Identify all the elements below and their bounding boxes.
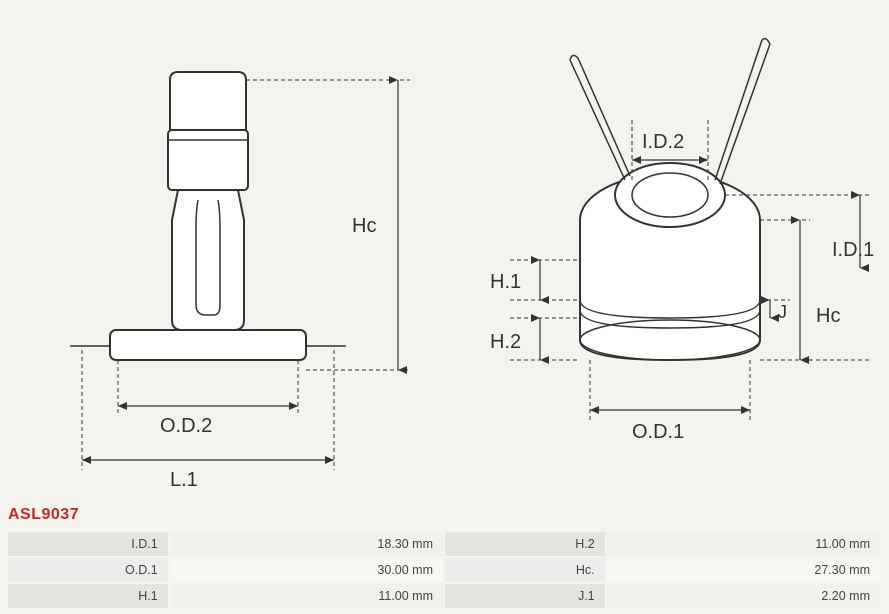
diagram-area: Hc O.D.2 L.1	[0, 0, 889, 500]
table-row: O.D.1 30.00 mm Hc. 27.30 mm	[8, 558, 880, 582]
left-view: Hc O.D.2 L.1	[70, 72, 410, 491]
label-od2: O.D.2	[160, 415, 212, 437]
label-id2: I.D.2	[642, 131, 684, 153]
spec-label: I.D.1	[8, 532, 168, 556]
spec-label: Hc.	[445, 558, 605, 582]
label-hc-left: Hc	[352, 215, 376, 237]
spec-value: 2.20 mm	[607, 584, 880, 608]
label-h1: H.1	[490, 271, 521, 293]
technical-drawing-svg: Hc O.D.2 L.1	[0, 0, 889, 500]
table-row: I.D.1 18.30 mm H.2 11.00 mm	[8, 532, 880, 556]
label-l1: L.1	[170, 469, 198, 491]
spec-value: 27.30 mm	[607, 558, 880, 582]
spec-table: I.D.1 18.30 mm H.2 11.00 mm O.D.1 30.00 …	[6, 530, 882, 610]
spec-value: 11.00 mm	[170, 584, 443, 608]
label-hc-right: Hc	[816, 305, 840, 327]
spec-value: 18.30 mm	[170, 532, 443, 556]
part-number: ASL9037	[8, 506, 79, 524]
label-j: J	[778, 302, 787, 322]
label-h2: H.2	[490, 331, 521, 353]
spec-label: O.D.1	[8, 558, 168, 582]
spec-label: H.1	[8, 584, 168, 608]
spec-label: H.2	[445, 532, 605, 556]
label-id1: I.D.1	[832, 239, 874, 261]
spec-value: 30.00 mm	[170, 558, 443, 582]
label-od1: O.D.1	[632, 421, 684, 443]
spec-label: J.1	[445, 584, 605, 608]
right-view: I.D.2 I.D.1 Hc J H.1 H.2	[490, 39, 874, 443]
table-row: H.1 11.00 mm J.1 2.20 mm	[8, 584, 880, 608]
spec-value: 11.00 mm	[607, 532, 880, 556]
